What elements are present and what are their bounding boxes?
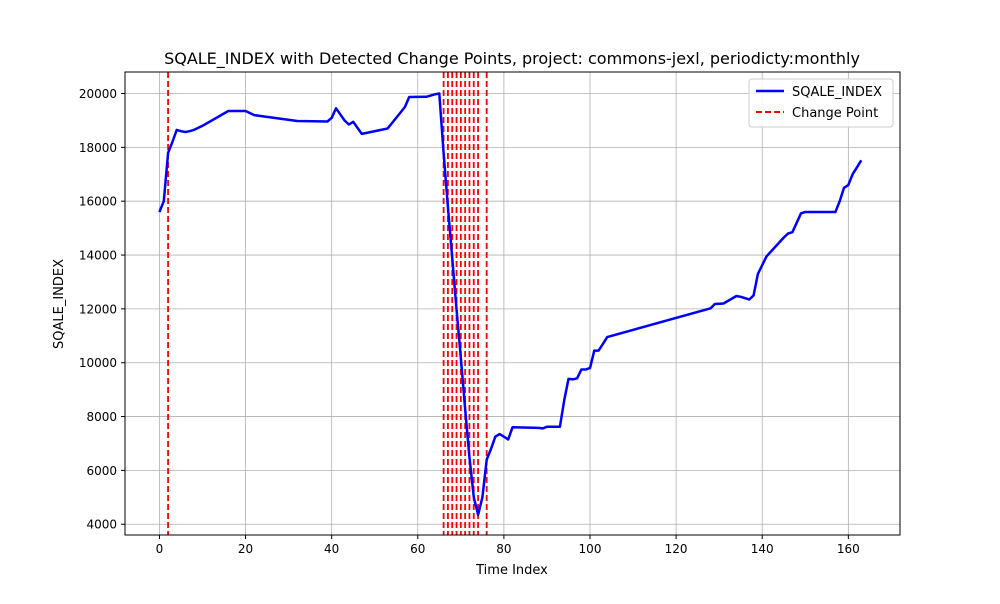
x-tick-label: 40 [324,542,339,556]
x-tick-label: 60 [410,542,425,556]
x-tick-label: 120 [665,542,688,556]
y-ticks: 4000 6000 8000 10000 12000 14000 16000 18000 200… [79,87,125,532]
y-tick-label: 20000 [79,87,117,101]
y-tick-label: 18000 [79,141,117,155]
legend-box [748,78,894,128]
legend-label-change-point: Change Point [792,106,878,121]
y-tick-label: 6000 [86,464,117,478]
y-tick-label: 12000 [79,302,117,316]
legend: SQALE_INDEX Change Point [748,78,894,128]
chart-title: SQALE_INDEX with Detected Change Points,… [164,49,860,69]
x-tick-label: 100 [579,542,602,556]
x-tick-label: 0 [156,542,164,556]
plot-frame [124,71,901,536]
grid [125,72,900,535]
series-line-sqale-index [158,92,863,517]
y-tick-label: 14000 [79,249,117,263]
y-tick-label: 16000 [79,195,117,209]
x-tick-label: 80 [496,542,511,556]
x-ticks: 0 20 40 60 80 100 120 140 160 [156,535,860,556]
y-tick-label: 8000 [86,410,117,424]
x-tick-label: 140 [751,542,774,556]
y-axis-label: SQALE_INDEX [52,259,67,349]
x-tick-label: 160 [837,542,860,556]
y-tick-label: 10000 [79,356,117,370]
series-layer [158,92,863,517]
y-tick-label: 4000 [86,518,117,532]
legend-label-sqale-index: SQALE_INDEX [792,85,882,100]
x-tick-label: 20 [238,542,253,556]
x-axis-label: Time Index [475,563,548,578]
